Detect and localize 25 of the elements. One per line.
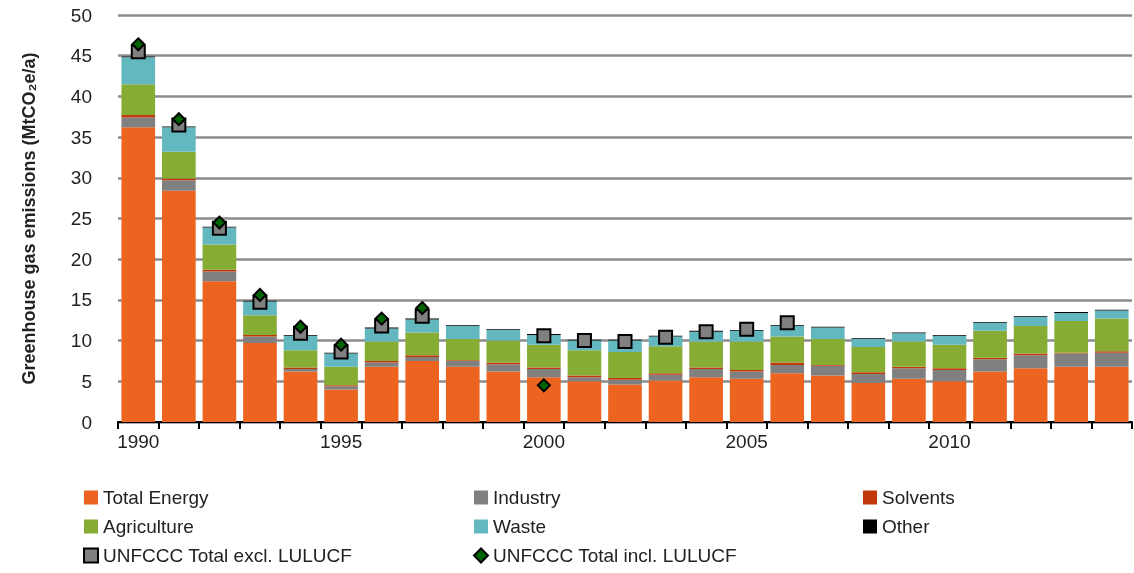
legend-label: UNFCCC Total incl. LULUCF	[493, 545, 737, 566]
y-tick-label: 10	[70, 330, 92, 352]
legend-label: Total Energy	[103, 487, 210, 508]
y-tick-label: 35	[70, 126, 92, 148]
legend-label: Other	[882, 516, 931, 537]
legend-label: Agriculture	[103, 516, 194, 537]
y-tick-label: 15	[70, 289, 92, 311]
legend-label: UNFCCC Total excl. LULUCF	[103, 545, 352, 566]
y-tick-label: 5	[81, 370, 92, 392]
y-tick-label: 45	[70, 45, 92, 67]
legend-label: Solvents	[882, 487, 955, 508]
y-axis-title: Greenhouse gas emissions (MtCO₂e/a)	[19, 52, 39, 385]
y-tick-label: 25	[70, 208, 92, 229]
y-tick-label: 40	[70, 85, 92, 107]
y-tick-label: 0	[81, 411, 92, 433]
x-tick-label: 1990	[117, 431, 160, 452]
y-tick-label: 20	[70, 248, 92, 270]
x-tick-label: 2000	[522, 431, 566, 452]
x-tick-label: 2005	[725, 431, 768, 452]
y-tick-label: 30	[70, 167, 92, 189]
legend-label: Waste	[493, 516, 547, 537]
y-tick-label: 50	[70, 4, 92, 26]
x-tick-label: 2010	[928, 431, 971, 452]
legend-label: Industry	[493, 487, 562, 508]
x-tick-label: 1995	[319, 431, 363, 452]
